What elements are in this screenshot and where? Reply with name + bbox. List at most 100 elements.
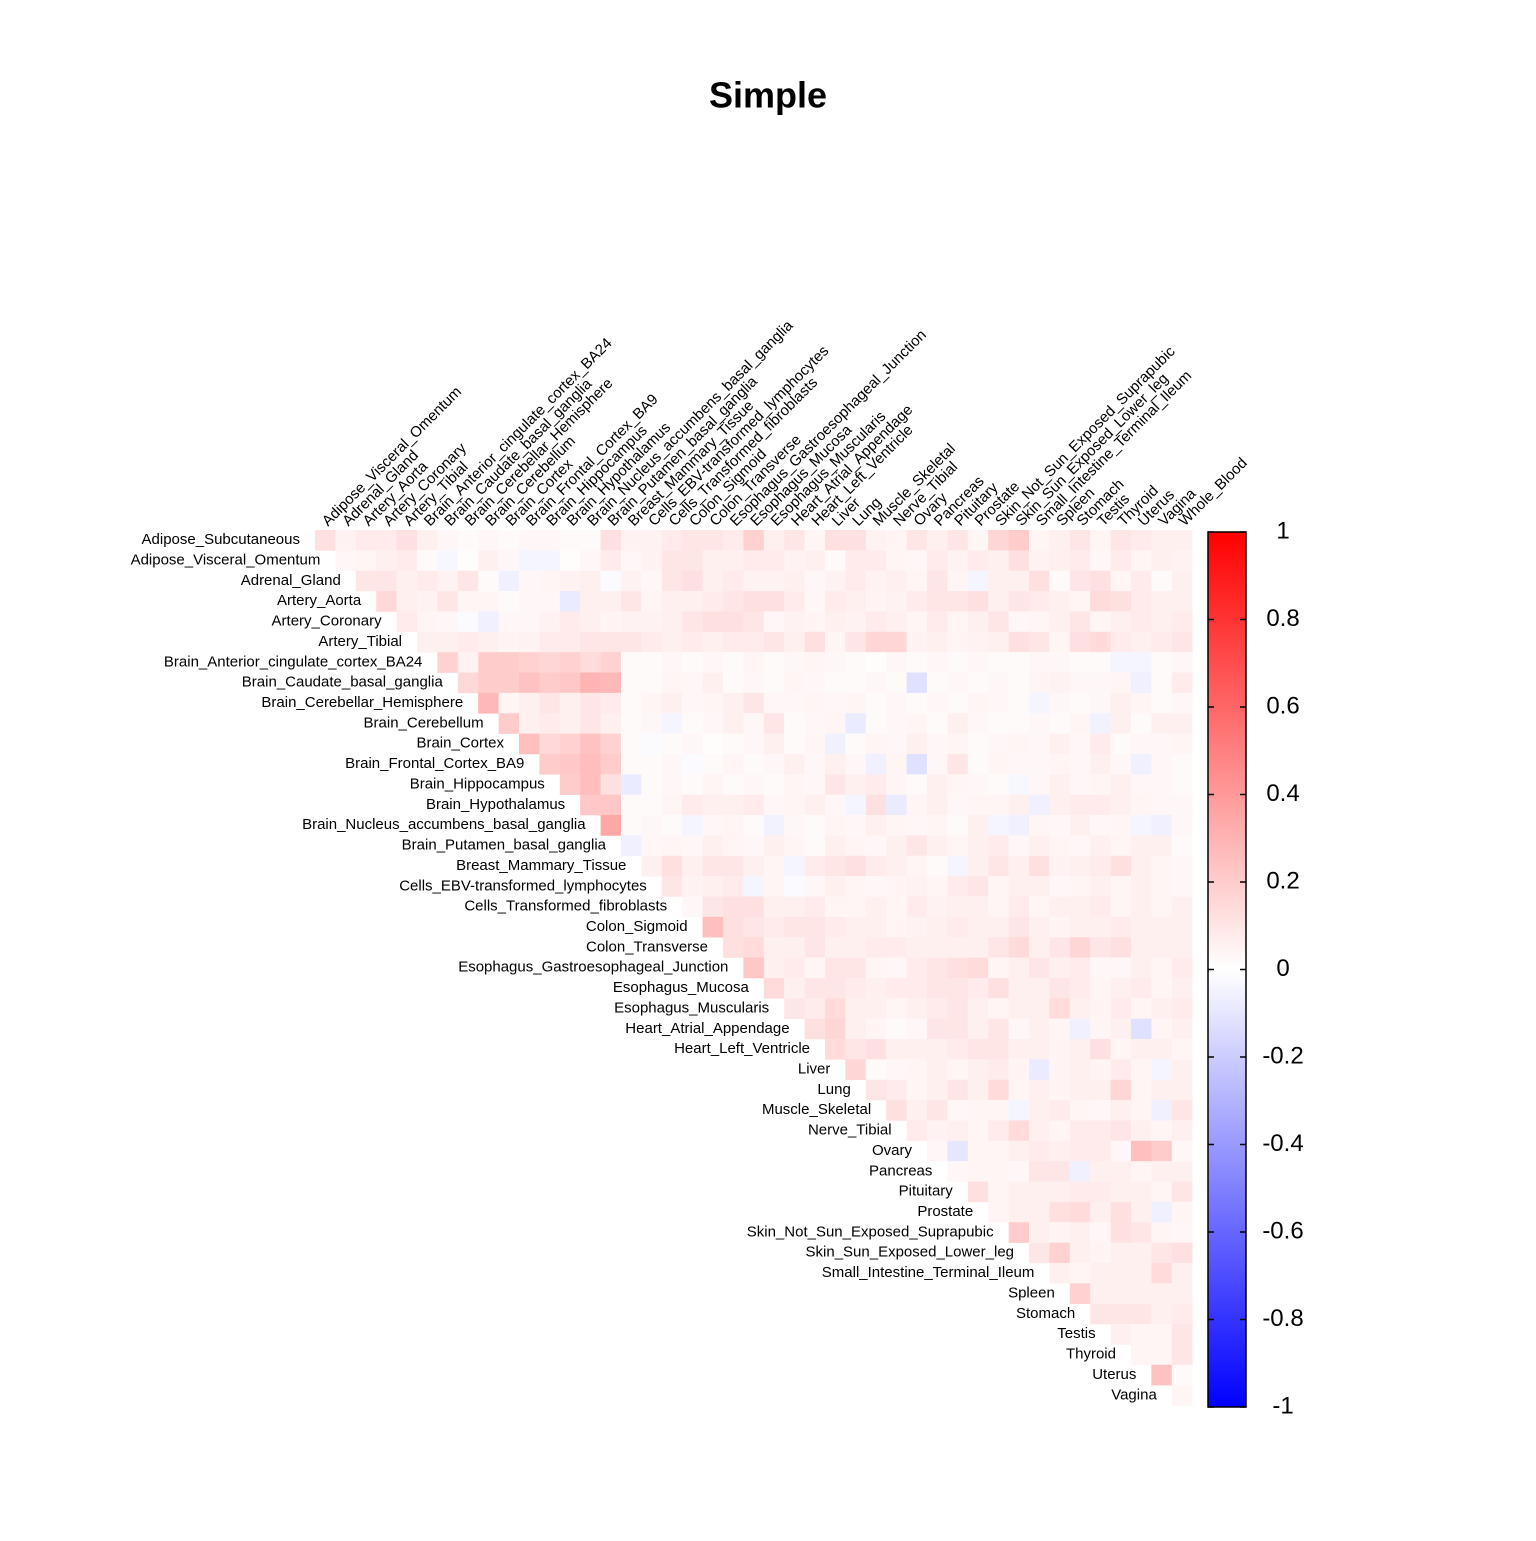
- heatmap-cell: [1131, 1283, 1152, 1304]
- heatmap-cell: [1090, 1222, 1111, 1243]
- heatmap-cell: [967, 1181, 989, 1203]
- heatmap-cell: [682, 896, 703, 918]
- heatmap-cell: [1110, 591, 1132, 612]
- heatmap-cell: [600, 591, 622, 612]
- heatmap-cell: [1029, 1120, 1050, 1142]
- heatmap-cell: [825, 713, 846, 734]
- heatmap-cell: [906, 591, 928, 612]
- heatmap-cell: [1029, 794, 1050, 816]
- heatmap-cell: [1151, 1100, 1173, 1121]
- heatmap-cell: [804, 815, 826, 836]
- heatmap-cell: [784, 672, 805, 694]
- heatmap-cell: [886, 835, 907, 857]
- heatmap-cell: [1008, 815, 1030, 836]
- heatmap-cell: [988, 794, 1009, 816]
- heatmap-cell: [988, 1100, 1009, 1121]
- colorbar-tick-label: -1: [1272, 1392, 1293, 1419]
- heatmap-cell: [804, 835, 826, 857]
- heatmap-cell: [1008, 794, 1030, 816]
- row-label: Heart_Left_Ventricle: [674, 1040, 810, 1057]
- heatmap-cell: [804, 855, 826, 877]
- heatmap-cell: [947, 672, 969, 694]
- heatmap-cell: [886, 1079, 907, 1101]
- heatmap-cell: [947, 631, 969, 653]
- heatmap-cell: [1029, 876, 1050, 897]
- heatmap-cell: [1029, 570, 1050, 592]
- heatmap-cell: [947, 794, 969, 816]
- heatmap-cell: [906, 1120, 928, 1142]
- heatmap-cell: [804, 753, 826, 775]
- heatmap-cell: [1171, 977, 1193, 999]
- row-label: Artery_Aorta: [277, 592, 362, 609]
- heatmap-cell: [641, 631, 663, 653]
- heatmap-cell: [927, 1059, 948, 1081]
- heatmap-cell: [1049, 794, 1071, 816]
- heatmap-cell: [927, 977, 948, 999]
- row-label: Small_Intestine_Terminal_Ileum: [822, 1264, 1035, 1281]
- heatmap-cell: [702, 550, 724, 572]
- heatmap-cell: [661, 713, 683, 734]
- heatmap-cell: [1029, 672, 1050, 694]
- heatmap-cell: [967, 1140, 989, 1162]
- heatmap-cell: [1171, 774, 1193, 795]
- heatmap-cell: [784, 530, 805, 551]
- heatmap-cell: [600, 631, 622, 653]
- heatmap-cell: [1008, 1140, 1030, 1162]
- heatmap-cell: [906, 692, 928, 714]
- heatmap-cell: [1008, 652, 1030, 673]
- heatmap-cell: [661, 530, 683, 551]
- heatmap-cell: [1131, 672, 1152, 694]
- heatmap-cell: [1008, 1039, 1030, 1060]
- heatmap-cell: [947, 753, 969, 775]
- heatmap-cell: [396, 550, 418, 572]
- heatmap-cell: [1069, 1242, 1091, 1264]
- heatmap-cell: [539, 713, 561, 734]
- heatmap-cell: [1029, 1181, 1050, 1203]
- heatmap-cell: [1151, 1222, 1173, 1243]
- heatmap-cell: [1131, 1039, 1152, 1060]
- heatmap-cell: [519, 530, 540, 551]
- heatmap-cell: [886, 876, 907, 897]
- heatmap-cell: [804, 733, 826, 755]
- heatmap-cell: [743, 753, 765, 775]
- heatmap-cell: [1090, 957, 1111, 979]
- heatmap-cell: [1110, 1140, 1132, 1162]
- row-label: Brain_Nucleus_accumbens_basal_ganglia: [302, 816, 586, 833]
- heatmap-cell: [906, 1100, 928, 1121]
- heatmap-cell: [600, 713, 622, 734]
- heatmap-cell: [1049, 631, 1071, 653]
- heatmap-cell: [457, 672, 479, 694]
- heatmap-cell: [1171, 1283, 1193, 1304]
- heatmap-cell: [967, 1018, 989, 1040]
- heatmap-cell: [1090, 1303, 1111, 1325]
- heatmap-cell: [865, 977, 887, 999]
- heatmap-cell: [661, 591, 683, 612]
- heatmap-cell: [1171, 1181, 1193, 1203]
- heatmap-cell: [478, 530, 499, 551]
- heatmap-cell: [1110, 1079, 1132, 1101]
- row-label: Colon_Transverse: [586, 938, 708, 955]
- heatmap-cell: [1151, 1079, 1173, 1101]
- heatmap-cell: [1029, 977, 1050, 999]
- heatmap-cell: [947, 916, 969, 938]
- heatmap-cell: [1110, 1059, 1132, 1081]
- heatmap-cell: [1090, 672, 1111, 694]
- heatmap-cell: [947, 855, 969, 877]
- heatmap-cell: [804, 692, 826, 714]
- heatmap-cell: [988, 672, 1009, 694]
- heatmap-cell: [865, 530, 887, 551]
- heatmap-cell: [784, 998, 805, 1019]
- heatmap-cell: [906, 1079, 928, 1101]
- heatmap-cell: [519, 713, 540, 734]
- heatmap-cell: [947, 977, 969, 999]
- heatmap-cell: [763, 876, 785, 897]
- heatmap-cell: [1049, 713, 1071, 734]
- heatmap-cell: [947, 1161, 969, 1182]
- heatmap-cell: [947, 835, 969, 857]
- heatmap-cell: [763, 794, 785, 816]
- heatmap-cell: [906, 998, 928, 1019]
- heatmap-cell: [763, 835, 785, 857]
- heatmap-cell: [1049, 1161, 1071, 1182]
- heatmap-cell: [906, 815, 928, 836]
